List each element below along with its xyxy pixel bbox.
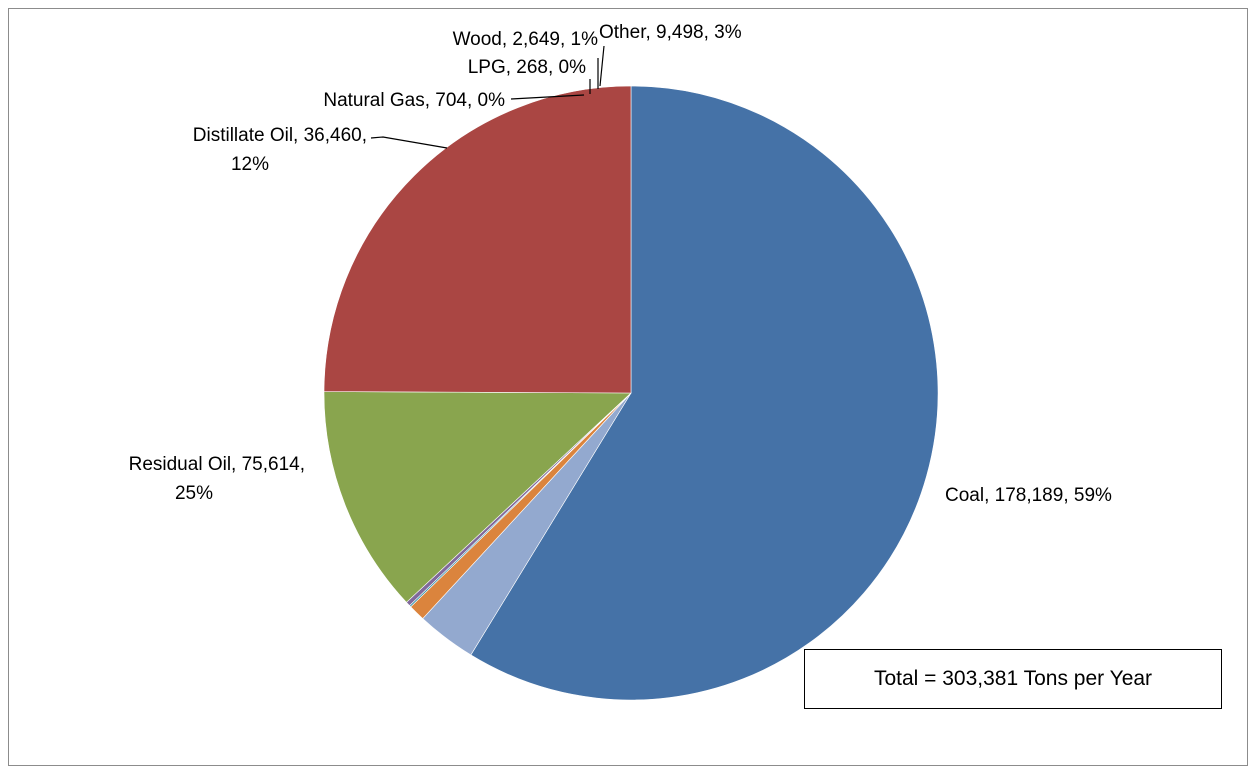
slice-distillate-oil — [323, 391, 632, 603]
slice-residual-oil — [323, 85, 632, 394]
data-label-natural-gas: Natural Gas, 704, 0% — [323, 90, 505, 111]
data-label-residual-oil-line-2: 25% — [175, 483, 213, 504]
pie-slices — [323, 85, 939, 701]
data-label-residual-oil-line-1: Residual Oil, 75,614, — [129, 454, 305, 475]
data-label-other: Other, 9,498, 3% — [599, 22, 742, 43]
data-labels: Coal, 178,189, 59% Other, 9,498, 3%Wood, … — [129, 22, 1112, 506]
data-label-wood: Wood, 2,649, 1% — [453, 29, 599, 50]
data-label-coal: Coal, 178,189, 59% — [945, 485, 1112, 506]
leader-lines — [370, 45, 605, 149]
leader-line-other — [599, 45, 605, 87]
data-label-distillate-oil-line-1: Distillate Oil, 36,460, — [193, 125, 367, 146]
data-label-lpg: LPG, 268, 0% — [468, 57, 586, 78]
total-annotation: Total = 303,381 Tons per Year — [804, 649, 1222, 709]
data-label-distillate-oil-line-2: 12% — [231, 154, 269, 175]
slice-coal — [470, 85, 939, 701]
leader-line-distillate-oil — [370, 136, 448, 149]
leader-line-natural-gas — [510, 94, 585, 100]
